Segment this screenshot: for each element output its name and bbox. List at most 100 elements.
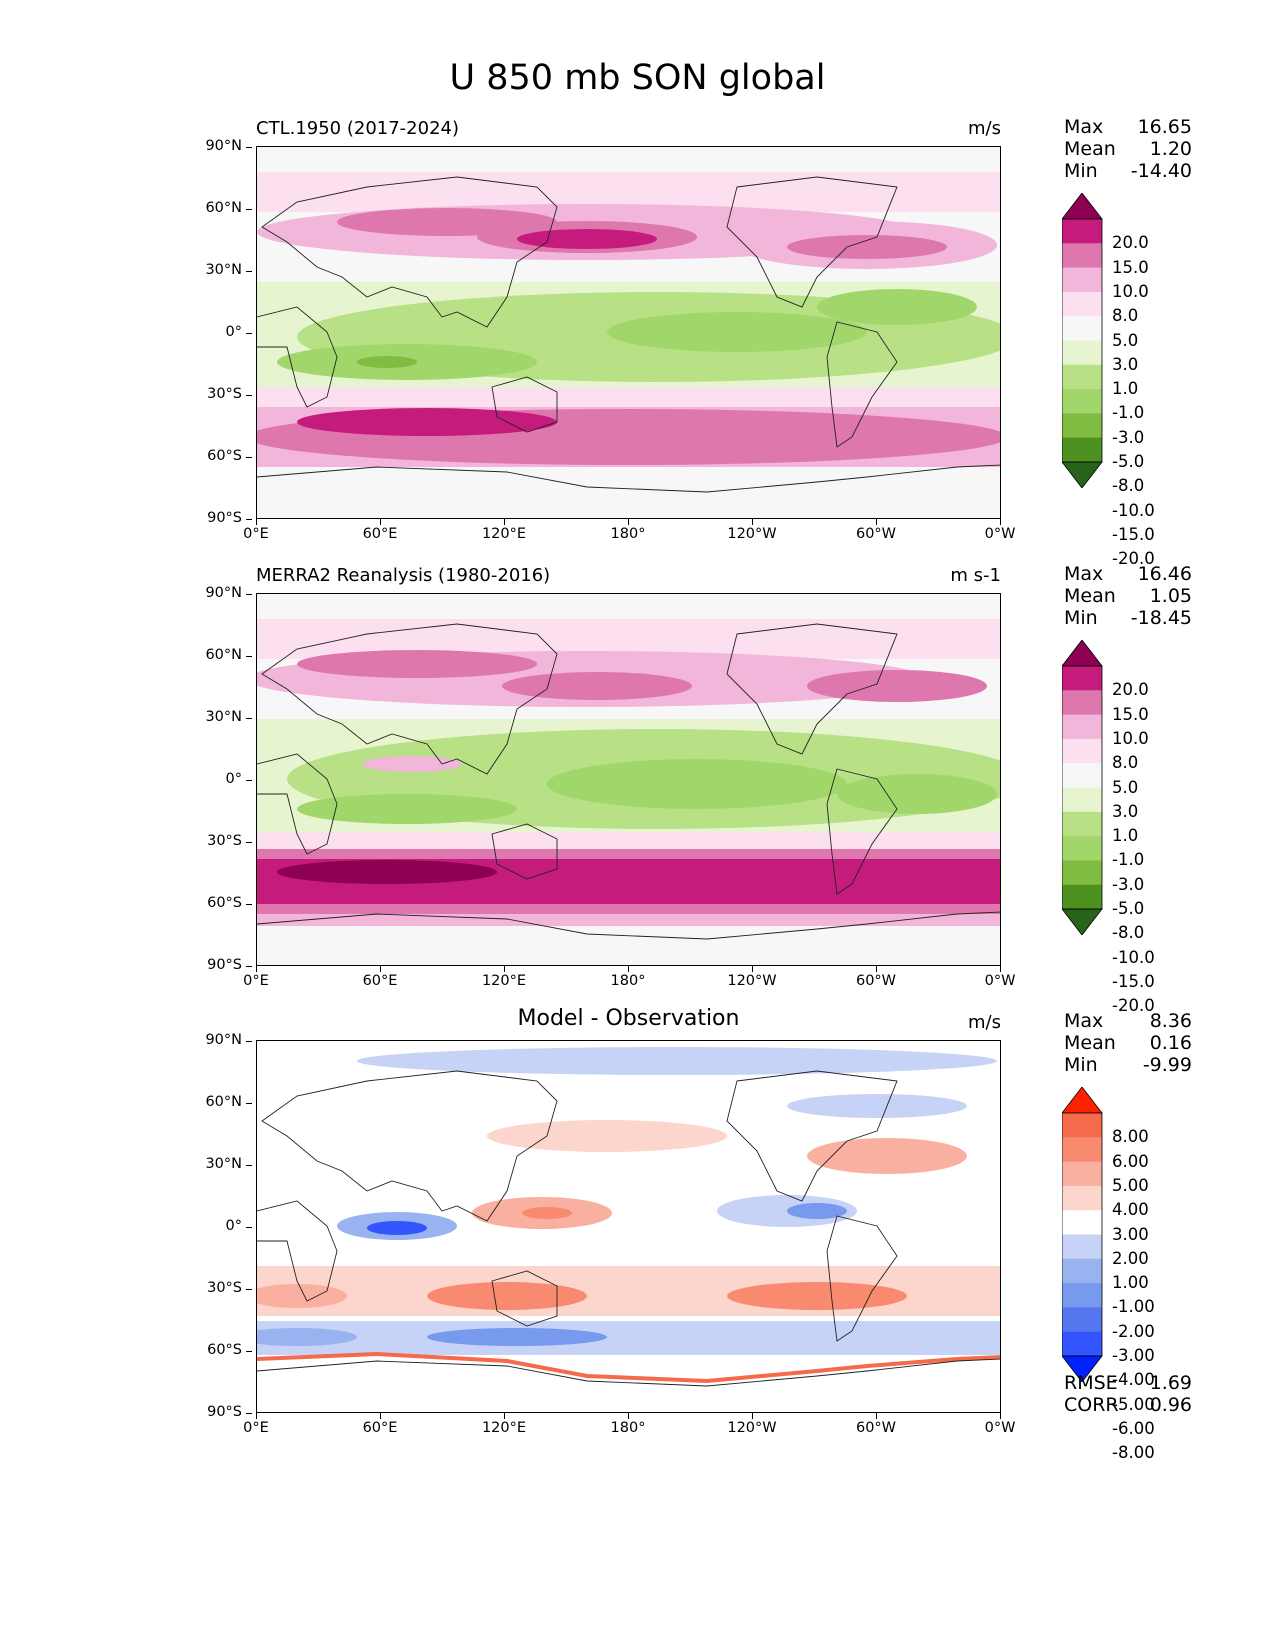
- core-sh-westerlies-inner: [297, 408, 557, 436]
- colorbar-tick-label: 3.0: [1112, 801, 1139, 821]
- core-north-atlantic: [807, 670, 987, 702]
- core-pacific-easterlies: [607, 312, 867, 352]
- stat-label: Min: [1064, 160, 1098, 182]
- y-tick-label: 0°: [196, 324, 252, 340]
- north-atlantic-negative: [787, 1094, 967, 1118]
- stat-label: Min: [1064, 607, 1098, 629]
- y-tick-label: 30°S: [196, 386, 252, 402]
- coast-australia: [491, 376, 558, 433]
- north-pacific-positive: [487, 1120, 727, 1152]
- colorbar-swatches: [1061, 1086, 1103, 1383]
- metrics-block: RMSE 1.69 CORR 0.96: [1064, 1372, 1192, 1416]
- colorbar-tick-label: 1.0: [1112, 379, 1139, 399]
- colorbar-tick-label: 8.00: [1112, 1127, 1149, 1147]
- coast-australia: [491, 823, 558, 880]
- x-tick-label: 0°W: [960, 966, 1040, 989]
- colorbar-tick-label: -10.0: [1112, 500, 1155, 520]
- colorbar-swatch: [1062, 1331, 1102, 1357]
- stat-label: Mean: [1064, 138, 1116, 160]
- arctic-negative: [357, 1047, 997, 1075]
- colorbar-frame: [1061, 1112, 1103, 1357]
- coast-eurasia: [261, 1070, 558, 1222]
- stat-label: Max: [1064, 1010, 1104, 1032]
- colorbar: 8.00 6.00 5.00 4.00 3.00 2.00 1.00 -1.00 -2.00 -3…: [1061, 1086, 1155, 1462]
- metric-label: CORR: [1064, 1394, 1119, 1416]
- metric-rmse: 1.69: [1149, 1372, 1192, 1394]
- core-atlantic-easterlies: [817, 289, 977, 325]
- colorbar-swatch: [1062, 836, 1102, 861]
- band-antarctica: [257, 926, 1000, 965]
- figure-title: U 850 mb SON global: [449, 58, 826, 98]
- stats-block: Max 16.46 Mean 1.05 Min -18.45: [1064, 563, 1192, 629]
- y-tick-label: 90°S: [196, 510, 252, 526]
- colorbar-swatch: [1062, 787, 1102, 813]
- x-tick-label: 0°E: [216, 1413, 296, 1436]
- map-field-difference: [257, 1041, 1000, 1412]
- colorbar-swatch: [1062, 884, 1102, 910]
- x-tick-label: 0°E: [216, 966, 296, 989]
- colorbar-tick-label: -10.0: [1112, 947, 1155, 967]
- x-tick-label: 60°E: [340, 966, 420, 989]
- x-tick-label: 120°W: [712, 1413, 792, 1436]
- stat-mean: 0.16: [1149, 1032, 1192, 1054]
- x-tick-label: 0°W: [960, 519, 1040, 542]
- y-tick-label: 60°S: [196, 448, 252, 464]
- band-sh-outer-south: [257, 914, 1000, 926]
- x-tick-label: 60°W: [836, 966, 916, 989]
- colorbar-swatch: [1062, 1258, 1102, 1284]
- colorbar-swatch: [1062, 389, 1102, 414]
- colorbar-tick-label: 3.00: [1112, 1224, 1149, 1244]
- colorbar-swatch: [1062, 340, 1102, 366]
- colorbar-swatch: [1062, 1113, 1102, 1138]
- coast-antarctica: [257, 1358, 1000, 1387]
- colorbar-tick-label: -8.0: [1112, 476, 1145, 496]
- coast-antarctica: [257, 911, 1000, 940]
- colorbar-extend-min: [1061, 908, 1103, 936]
- colorbar-tick-label: -8.0: [1112, 923, 1145, 943]
- coast-north-america: [726, 623, 898, 755]
- y-tick-label: 0°: [196, 1218, 252, 1234]
- y-tick-label: 30°N: [196, 262, 252, 278]
- colorbar-tick-label: -5.0: [1112, 452, 1145, 471]
- stat-label: Mean: [1064, 585, 1116, 607]
- colorbar-tick-label: -20.0: [1112, 996, 1155, 1016]
- stat-max: 8.36: [1149, 1010, 1192, 1032]
- stat-label: Max: [1064, 563, 1104, 585]
- coastlines: [257, 176, 1000, 493]
- colorbar-swatch: [1062, 413, 1102, 439]
- x-tick-label: 60°E: [340, 519, 420, 542]
- colorbar-swatch: [1062, 1283, 1102, 1308]
- sh-positive-core-east: [727, 1282, 907, 1310]
- north-atlantic-positive: [807, 1138, 967, 1174]
- y-tick-label: 90°S: [196, 957, 252, 973]
- coast-africa: [257, 306, 338, 408]
- x-tick-label: 60°W: [836, 1413, 916, 1436]
- colorbar-swatch: [1062, 763, 1102, 788]
- colorbar-tick-label: 15.0: [1112, 257, 1149, 277]
- colorbar-tick-label: 20.0: [1112, 233, 1149, 253]
- colorbar-tick-label: 3.0: [1112, 354, 1139, 374]
- x-tick-label: 0°W: [960, 1413, 1040, 1436]
- core-eurasia: [297, 650, 537, 678]
- coast-north-america: [726, 176, 898, 308]
- stat-max: 16.46: [1137, 563, 1192, 585]
- colorbar-swatch: [1062, 1185, 1102, 1211]
- sh-positive-core-atlantic: [257, 1284, 347, 1308]
- colorbar: 20.0 15.0 10.0 8.0 5.0 3.0 1.0 -1.0 -3.0 -5.0 -8.0…: [1061, 192, 1155, 568]
- y-tick-label: 60°S: [196, 1342, 252, 1358]
- colorbar-tick-label: -5.00: [1112, 1394, 1155, 1414]
- y-tick-label: 0°: [196, 771, 252, 787]
- y-tick-label: 30°S: [196, 833, 252, 849]
- colorbar-tick-label: -6.00: [1112, 1418, 1155, 1438]
- core-north-atlantic: [787, 235, 947, 259]
- colorbar-frame: [1061, 218, 1103, 463]
- y-tick-label: 60°N: [196, 1094, 252, 1110]
- band-antarctica: [257, 477, 1000, 518]
- stat-label: Max: [1064, 116, 1104, 138]
- colorbar-swatch: [1062, 714, 1102, 740]
- panel-units: m/s: [968, 118, 1001, 139]
- x-tick-label: 180°: [588, 966, 668, 989]
- colorbar-tick-label: 20.0: [1112, 680, 1149, 700]
- stat-min: -14.40: [1130, 160, 1192, 182]
- colorbar-tick-label: 1.0: [1112, 826, 1139, 846]
